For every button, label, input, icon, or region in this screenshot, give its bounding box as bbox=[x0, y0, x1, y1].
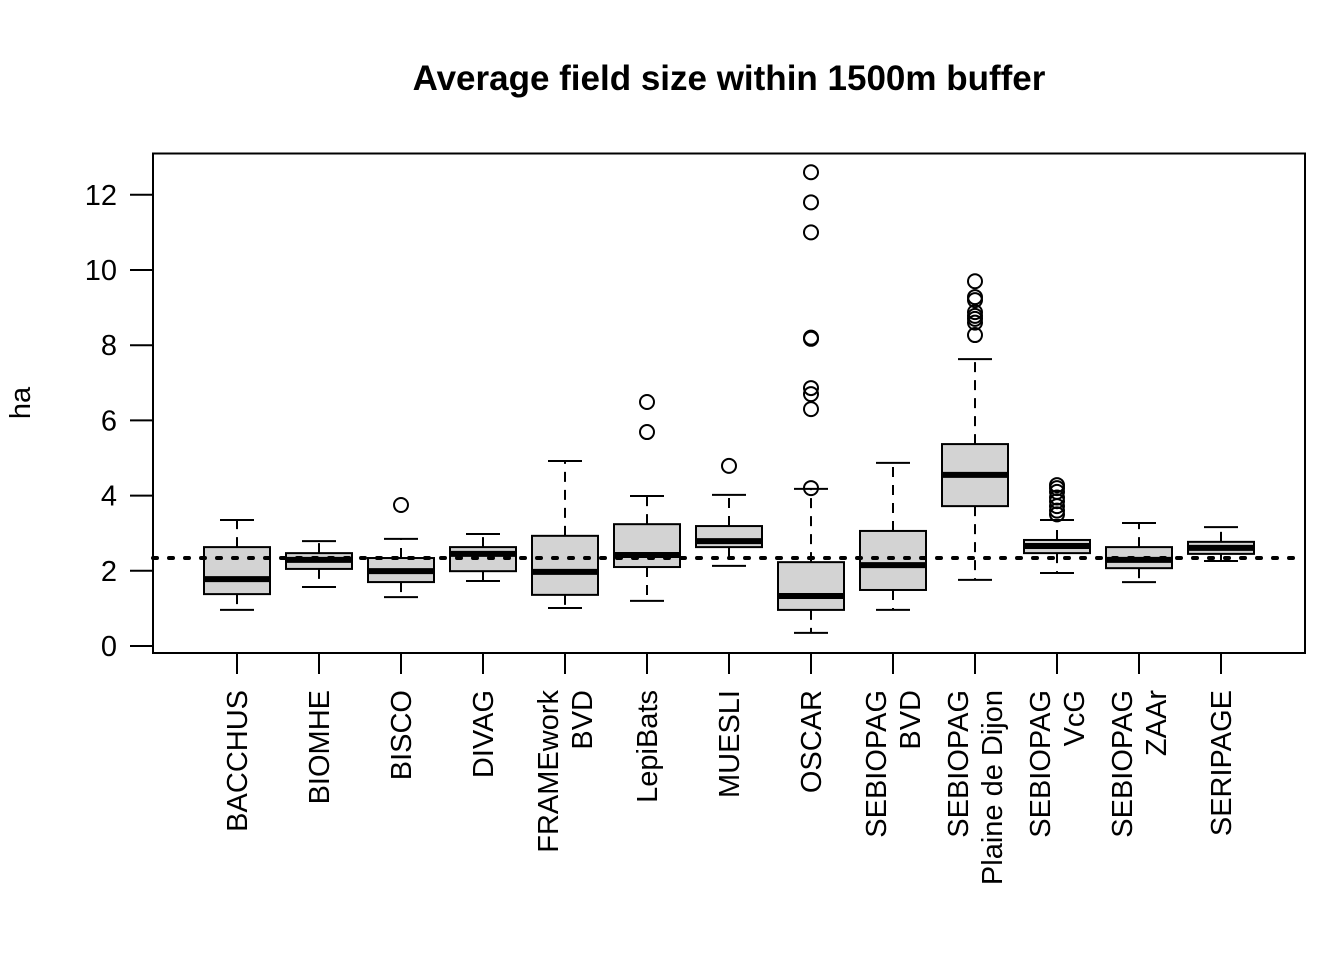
x-category-label: MUESLI bbox=[714, 690, 746, 798]
y-tick-label: 4 bbox=[101, 481, 117, 513]
iqr-box bbox=[203, 546, 271, 596]
box-group bbox=[285, 540, 353, 588]
outlier-point bbox=[803, 401, 819, 418]
outlier-point bbox=[967, 273, 983, 290]
outlier-point bbox=[803, 380, 819, 397]
outlier-point bbox=[1049, 477, 1065, 494]
x-category-label: BISCO bbox=[386, 690, 418, 780]
iqr-box bbox=[613, 523, 681, 569]
box-group bbox=[531, 460, 599, 610]
y-tick-label: 0 bbox=[101, 631, 117, 663]
x-category-label: BVD bbox=[567, 690, 599, 750]
outlier-point bbox=[393, 497, 409, 513]
outlier-point bbox=[639, 424, 655, 441]
x-category-label: DIVAG bbox=[468, 690, 500, 778]
outlier-point bbox=[803, 194, 819, 211]
outlier-point bbox=[1049, 489, 1065, 506]
outlier-point bbox=[803, 224, 819, 241]
outlier-point bbox=[803, 386, 819, 403]
y-tick-label: 12 bbox=[85, 180, 117, 212]
x-category-label: SEBIOPAG bbox=[1107, 690, 1139, 838]
box-group bbox=[1187, 526, 1255, 563]
outlier-point bbox=[967, 327, 983, 344]
x-category-label: SERIPAGE bbox=[1206, 690, 1238, 836]
chart-title: Average field size within 1500m buffer bbox=[413, 59, 1046, 98]
iqr-box bbox=[777, 561, 845, 611]
outlier-point bbox=[803, 164, 819, 181]
x-category-label: VcG bbox=[1059, 690, 1091, 746]
x-category-label: BACCHUS bbox=[222, 690, 254, 832]
iqr-box bbox=[531, 534, 599, 596]
outlier-point bbox=[639, 393, 655, 410]
plot-area bbox=[203, 164, 1255, 634]
x-category-label: BIOMHE bbox=[304, 690, 336, 804]
x-category-label: SEBIOPAG bbox=[943, 690, 975, 838]
x-category-label: SEBIOPAG bbox=[1025, 690, 1057, 838]
box-group bbox=[613, 393, 681, 602]
box-group bbox=[695, 457, 763, 567]
outlier-point bbox=[721, 457, 737, 474]
box-group bbox=[941, 273, 1009, 581]
x-category-label: BVD bbox=[895, 690, 927, 750]
y-tick-label: 10 bbox=[85, 255, 117, 287]
x-category-label: Plaine de Dijon bbox=[977, 690, 1009, 885]
box-group bbox=[203, 519, 271, 611]
box-group bbox=[1023, 477, 1091, 575]
x-category-label: SEBIOPAG bbox=[861, 690, 893, 838]
x-category-label: LepiBats bbox=[632, 690, 664, 803]
outlier-point bbox=[967, 304, 983, 321]
y-tick-label: 2 bbox=[101, 556, 117, 588]
box-group bbox=[367, 497, 435, 599]
y-axis-label: ha bbox=[5, 386, 37, 419]
box-group bbox=[777, 164, 845, 634]
box-group bbox=[1105, 522, 1173, 584]
x-category-label: FRAMEwork bbox=[533, 690, 565, 853]
outlier-point bbox=[803, 329, 819, 346]
y-tick-label: 8 bbox=[101, 330, 117, 362]
outlier-point bbox=[967, 289, 983, 306]
plot-frame bbox=[152, 152, 1306, 654]
iqr-box bbox=[859, 529, 927, 591]
outlier-point bbox=[803, 480, 819, 497]
y-tick-label: 6 bbox=[101, 405, 117, 437]
box-group bbox=[859, 461, 927, 611]
x-category-label: ZAAr bbox=[1141, 690, 1173, 756]
x-category-label: OSCAR bbox=[796, 690, 828, 793]
